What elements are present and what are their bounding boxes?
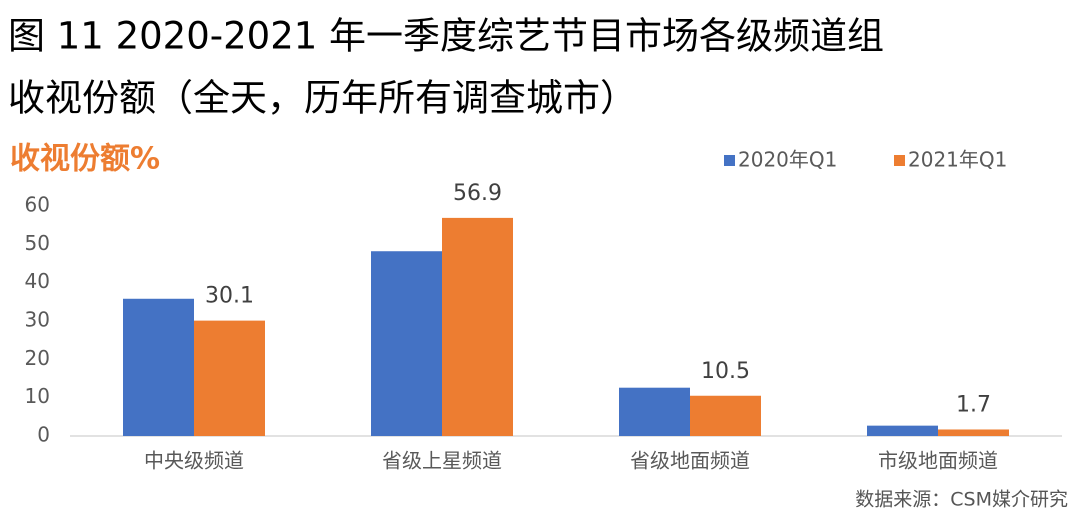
bar bbox=[867, 425, 938, 436]
y-tick-label: 50 bbox=[25, 231, 50, 255]
source-note: 数据来源：CSM媒介研究 bbox=[855, 489, 1068, 511]
data-label: 1.7 bbox=[956, 392, 991, 417]
data-label: 10.5 bbox=[701, 359, 750, 384]
chart-title: 图 11 2020-2021 年一季度综艺节目市场各级频道组 bbox=[8, 15, 884, 58]
x-tick-label: 中央级频道 bbox=[144, 449, 244, 473]
bar bbox=[690, 395, 761, 436]
bar bbox=[194, 320, 265, 436]
chart-title: 收视份额（全天，历年所有调查城市） bbox=[8, 77, 637, 120]
legend-swatch bbox=[894, 155, 905, 166]
x-tick-label: 市级地面频道 bbox=[878, 449, 998, 473]
bar bbox=[442, 217, 513, 436]
data-label: 56.9 bbox=[453, 181, 502, 206]
y-tick-label: 20 bbox=[25, 346, 50, 370]
x-tick-label: 省级上星频道 bbox=[382, 449, 502, 473]
bar bbox=[619, 387, 690, 436]
bar bbox=[938, 429, 1009, 436]
y-tick-label: 10 bbox=[25, 384, 50, 408]
bar bbox=[371, 251, 442, 436]
y-axis-label: 收视份额% bbox=[10, 142, 160, 177]
bar bbox=[123, 298, 194, 436]
legend-swatch bbox=[724, 155, 735, 166]
y-tick-label: 30 bbox=[25, 308, 50, 332]
data-label: 30.1 bbox=[205, 284, 254, 309]
y-tick-label: 0 bbox=[37, 423, 50, 447]
x-tick-label: 省级地面频道 bbox=[630, 449, 750, 473]
legend-label: 2021年Q1 bbox=[908, 148, 1007, 172]
y-tick-label: 40 bbox=[25, 269, 50, 293]
y-tick-label: 60 bbox=[25, 193, 50, 217]
legend-label: 2020年Q1 bbox=[738, 148, 837, 172]
